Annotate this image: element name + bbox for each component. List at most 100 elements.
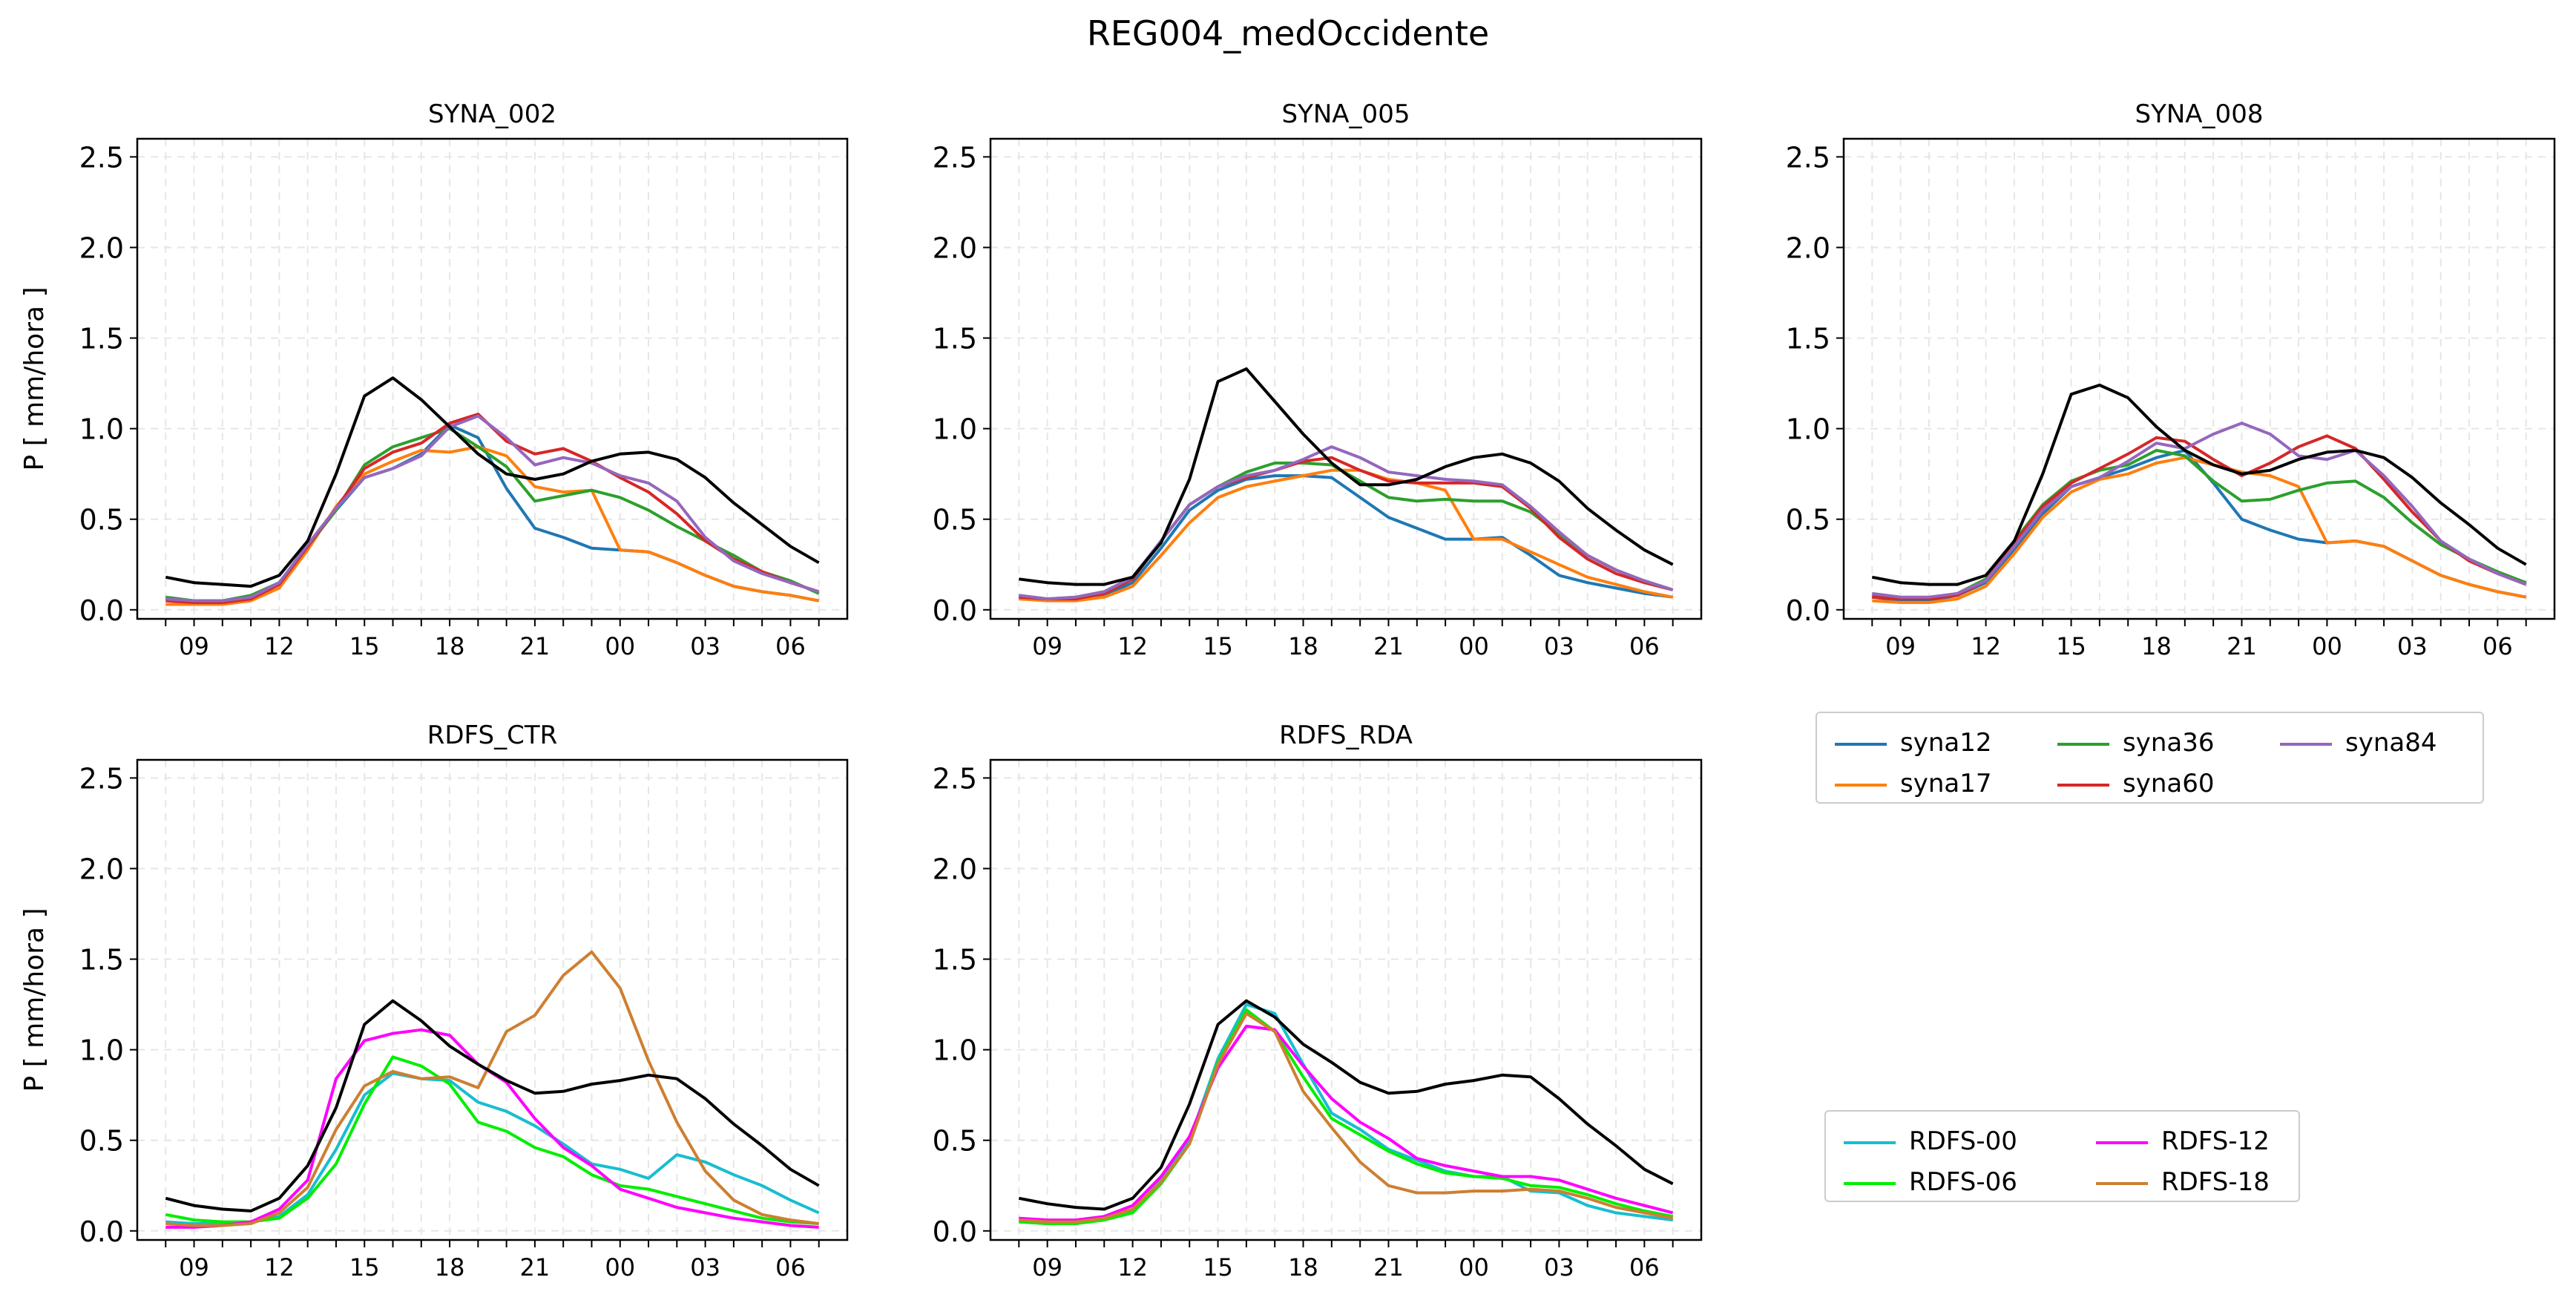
y-tick-label: 1.0 xyxy=(79,1034,124,1067)
y-tick-label: 2.5 xyxy=(79,141,124,174)
series-line-RDFS-06 xyxy=(165,1055,819,1225)
legend-label: RDFS-00 xyxy=(1909,1126,2017,1156)
x-tick-label: 06 xyxy=(1629,632,1660,660)
series-line-syna60 xyxy=(165,413,820,604)
series-line-RDFS-06 xyxy=(1019,1008,1674,1225)
axes-frame xyxy=(989,758,1703,1241)
x-tick-label: 21 xyxy=(520,632,551,660)
legend-swatch xyxy=(2057,743,2109,746)
legend-label: RDFS-18 xyxy=(2161,1167,2270,1197)
series-line-black xyxy=(165,999,820,1213)
subplot-4: 0.0 0.5 1.0 1.5 2.0 2.5 09 12 15 18 21 00 03 06 RDFS_R… xyxy=(933,721,1703,1282)
legend-swatch xyxy=(2096,1182,2148,1185)
x-tick-label: 03 xyxy=(1544,632,1574,660)
x-tick-label: 09 xyxy=(1885,632,1916,660)
x-tick-label: 18 xyxy=(435,632,465,660)
y-axis-label: P [ mm/hora ] xyxy=(19,286,50,470)
y-tick-label: 0.0 xyxy=(79,594,124,627)
x-tick-label: 12 xyxy=(264,1253,295,1282)
x-tick-label: 09 xyxy=(1032,1253,1062,1282)
x-tick-label: 00 xyxy=(1459,632,1489,660)
y-tick-label: 1.0 xyxy=(933,413,977,446)
subplot-title: SYNA_008 xyxy=(2135,99,2264,129)
legend-swatch xyxy=(2096,1141,2148,1144)
y-tick-label: 2.5 xyxy=(79,762,124,795)
series-line-syna17 xyxy=(165,445,820,606)
x-tick-label: 09 xyxy=(1032,632,1062,660)
x-tick-label: 12 xyxy=(264,632,295,660)
x-tick-label: 18 xyxy=(2141,632,2172,660)
x-tick-label: 15 xyxy=(349,632,380,660)
y-tick-label: 0.0 xyxy=(933,1215,977,1248)
x-tick-label: 00 xyxy=(2312,632,2342,660)
legend-swatch xyxy=(2280,743,2332,746)
legend-label: syna36 xyxy=(2123,728,2215,758)
x-tick-label: 21 xyxy=(520,1253,551,1282)
y-tick-label: 1.5 xyxy=(933,323,977,355)
legend-swatch xyxy=(1844,1141,1896,1144)
series-line-syna60 xyxy=(1019,456,1674,601)
y-tick-label: 2.5 xyxy=(933,762,977,795)
axes-frame xyxy=(136,137,849,620)
series-line-black xyxy=(165,376,820,588)
x-tick-label: 18 xyxy=(435,1253,465,1282)
x-tick-label: 03 xyxy=(2397,632,2428,660)
y-tick-label: 2.0 xyxy=(1786,232,1830,264)
x-tick-label: 00 xyxy=(605,1253,635,1282)
y-tick-label: 2.5 xyxy=(933,141,977,174)
legend-swatch xyxy=(2057,784,2109,787)
y-tick-label: 0.5 xyxy=(933,504,977,536)
x-tick-label: 15 xyxy=(1203,632,1233,660)
series-line-RDFS-00 xyxy=(165,1072,820,1225)
legend-label: RDFS-06 xyxy=(1909,1167,2017,1197)
x-tick-label: 12 xyxy=(1971,632,2001,660)
x-tick-label: 12 xyxy=(1117,632,1148,660)
series-line-syna36 xyxy=(165,427,820,603)
legend-swatch xyxy=(1835,784,1887,787)
x-tick-label: 15 xyxy=(1203,1253,1233,1282)
legend-label: syna84 xyxy=(2345,728,2437,758)
x-tick-label: 09 xyxy=(179,632,209,660)
series-line-syna17 xyxy=(1872,456,2527,604)
x-tick-label: 06 xyxy=(775,632,806,660)
subplot-title: RDFS_RDA xyxy=(1279,721,1413,750)
y-tick-label: 0.0 xyxy=(1786,594,1830,627)
x-tick-label: 18 xyxy=(1288,632,1318,660)
y-tick-label: 0.5 xyxy=(1786,504,1830,536)
legend-label: syna12 xyxy=(1900,728,1992,758)
legend-label: syna60 xyxy=(2123,769,2215,798)
y-tick-label: 2.0 xyxy=(79,232,124,264)
y-tick-label: 0.5 xyxy=(933,1125,977,1158)
x-tick-label: 21 xyxy=(1373,632,1404,660)
legend-swatch xyxy=(1844,1182,1896,1185)
y-tick-label: 2.0 xyxy=(933,853,977,885)
x-tick-label: 00 xyxy=(605,632,635,660)
y-tick-label: 0.5 xyxy=(79,1125,124,1158)
y-tick-label: 1.0 xyxy=(79,413,124,446)
y-tick-label: 0.0 xyxy=(79,1215,124,1248)
x-tick-label: 21 xyxy=(2227,632,2257,660)
legend-label: syna17 xyxy=(1900,769,1992,798)
x-tick-label: 06 xyxy=(2483,632,2513,660)
y-tick-label: 2.5 xyxy=(1786,141,1830,174)
y-tick-label: 0.0 xyxy=(933,594,977,627)
axes-frame xyxy=(1842,137,2556,620)
legend-rdfs: RDFS-00 RDFS-06 RDFS-12 RDFS-18 xyxy=(1824,1110,2300,1202)
subplot-1: 0.0 0.5 1.0 1.5 2.0 2.5 09 12 15 18 21 00 03 06 SYNA_0… xyxy=(933,99,1703,660)
y-tick-label: 1.5 xyxy=(79,944,124,977)
x-tick-label: 15 xyxy=(2056,632,2086,660)
y-tick-label: 2.0 xyxy=(933,232,977,264)
legend-swatch xyxy=(1835,743,1887,746)
subplot-2: 0.0 0.5 1.0 1.5 2.0 2.5 09 12 15 18 21 00 03 06 SYNA_0… xyxy=(1786,99,2556,660)
series-line-RDFS-18 xyxy=(165,950,819,1227)
series-line-syna12 xyxy=(1019,474,1673,603)
figure-title: REG004_medOccidente xyxy=(1086,13,1490,53)
x-tick-label: 09 xyxy=(179,1253,209,1282)
subplot-title: SYNA_005 xyxy=(1282,99,1410,129)
series-line-syna84 xyxy=(165,414,820,603)
x-tick-label: 03 xyxy=(690,632,720,660)
x-tick-label: 18 xyxy=(1288,1253,1318,1282)
x-tick-label: 06 xyxy=(775,1253,806,1282)
series-line-syna84 xyxy=(1872,421,2527,599)
